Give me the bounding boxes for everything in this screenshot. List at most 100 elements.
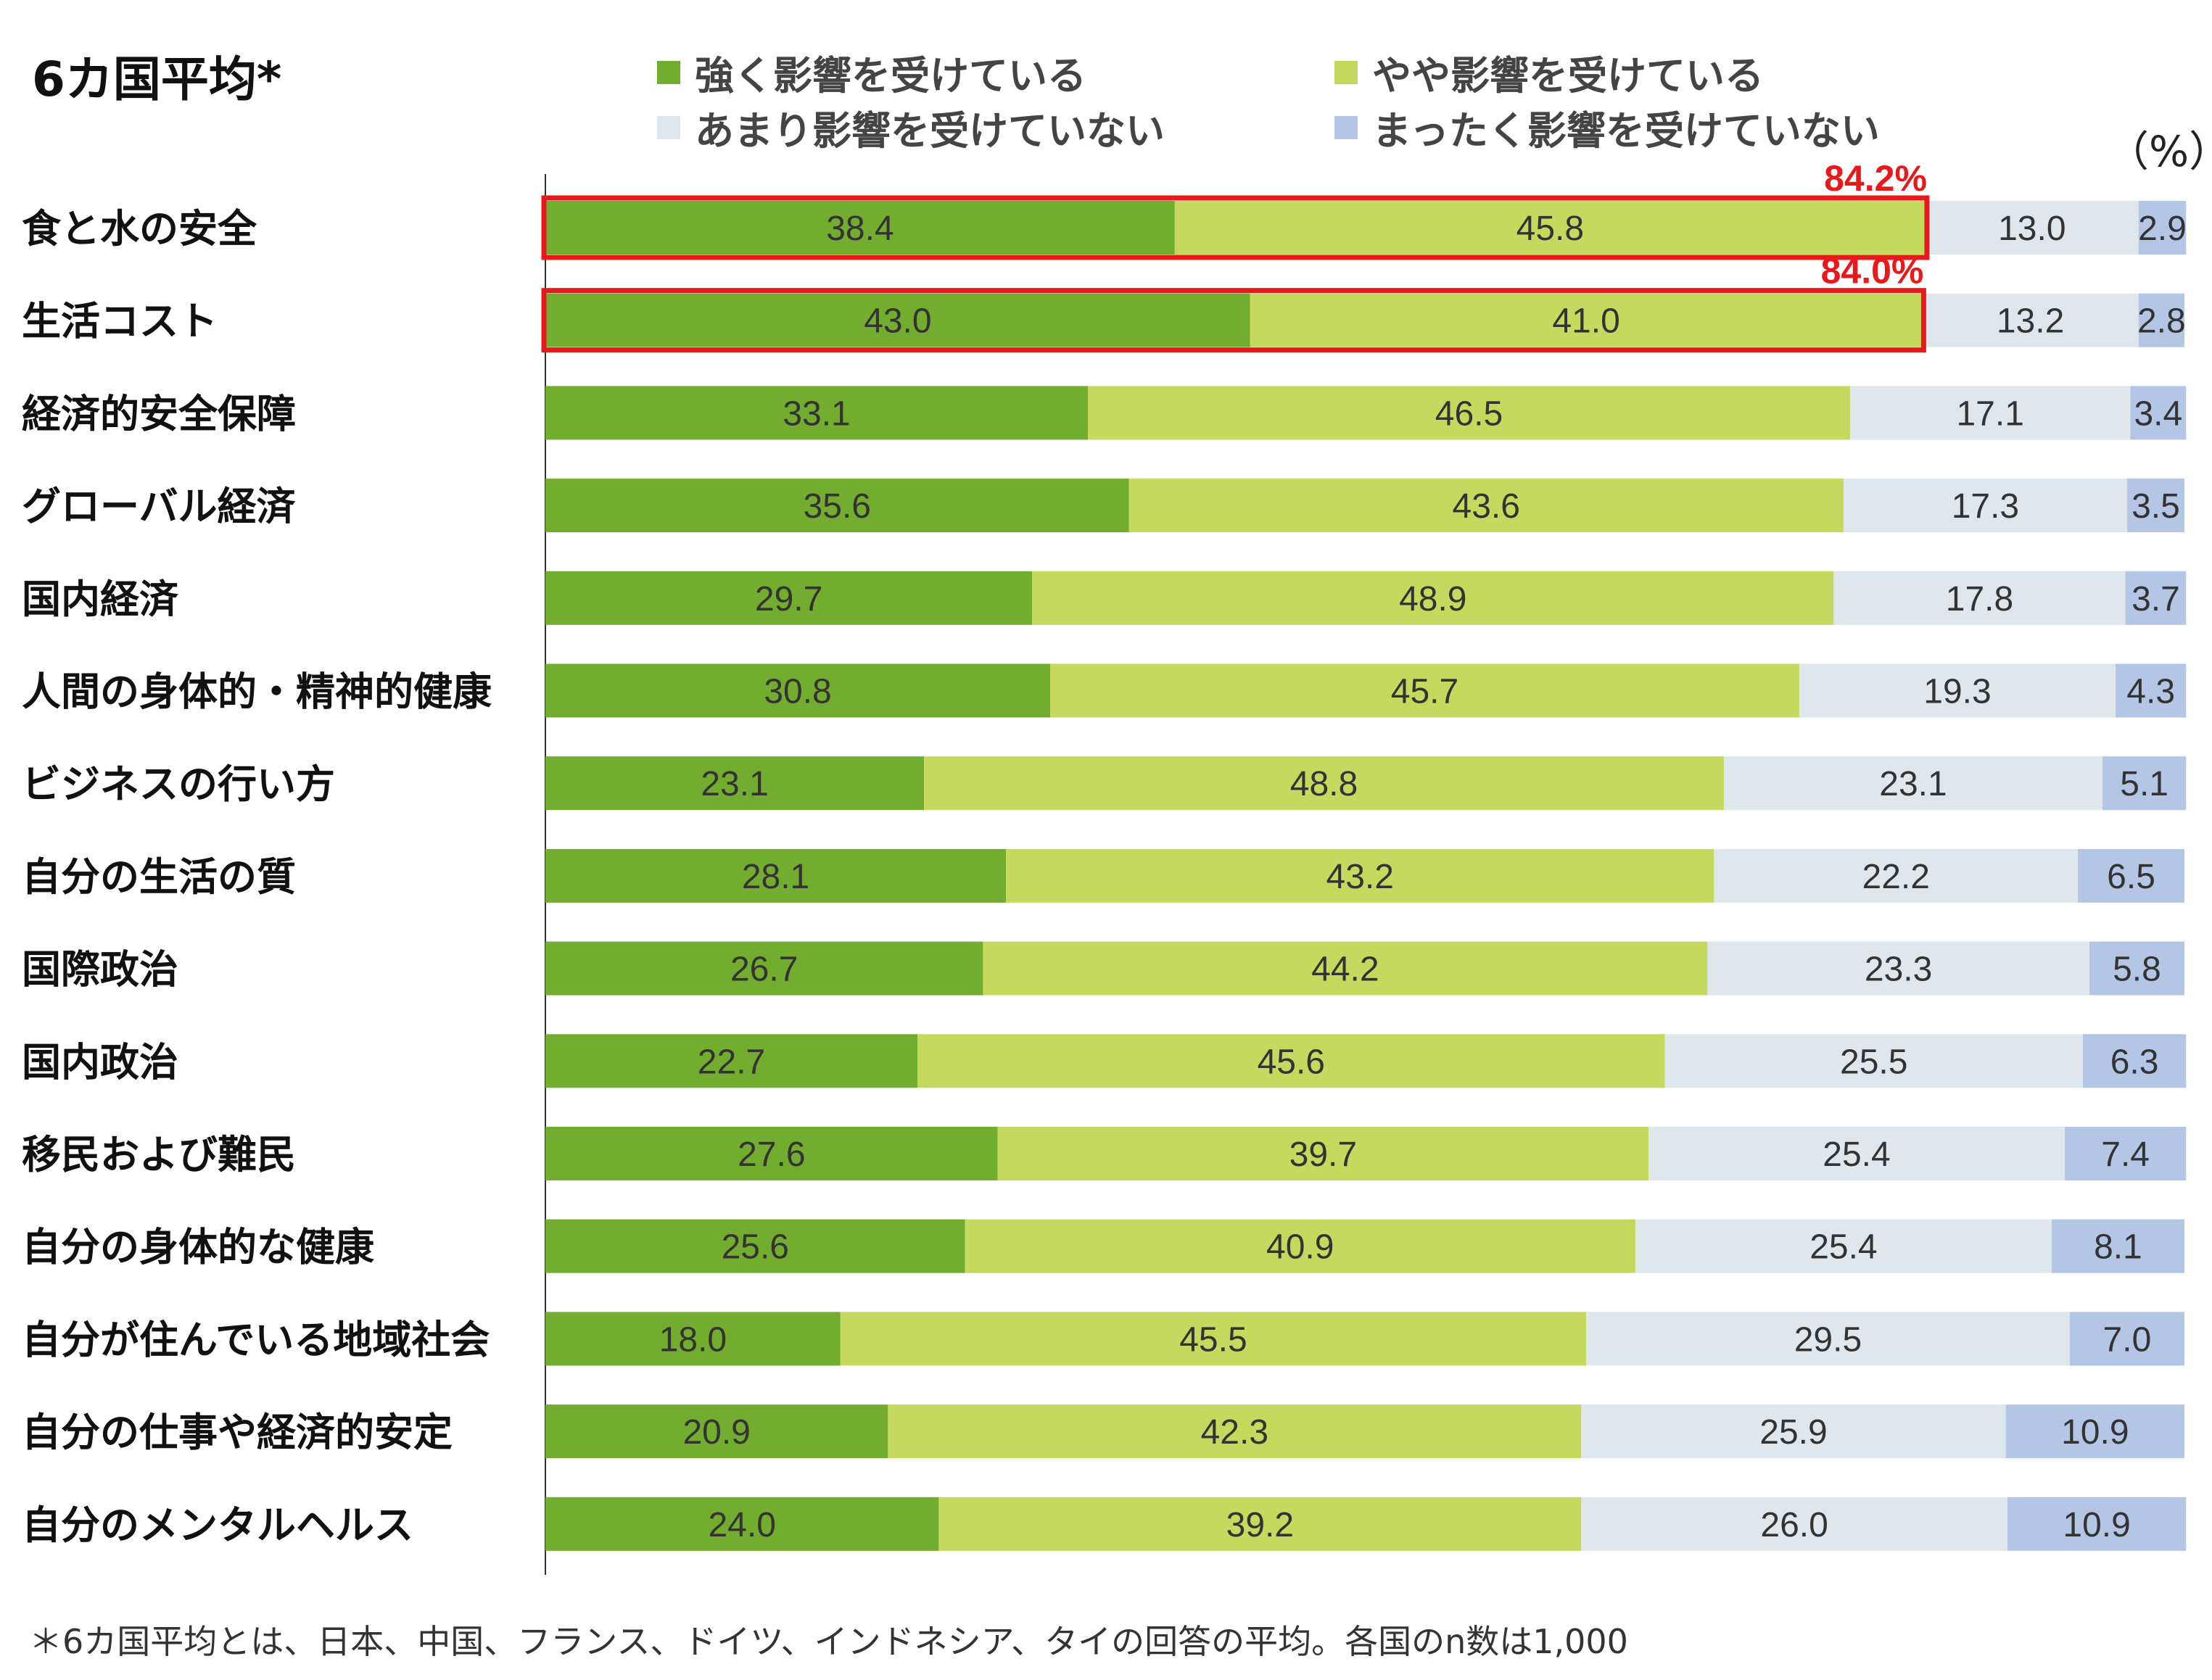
data-label: 46.5 — [1435, 394, 1503, 433]
category-label: ビジネスの行い方 — [22, 761, 335, 807]
highlight-label: 84.2% — [1824, 158, 1927, 199]
bar-segment — [545, 201, 1175, 255]
data-label: 5.8 — [2113, 951, 2161, 989]
data-label: 4.3 — [2126, 673, 2175, 711]
bar-segment — [545, 663, 1051, 718]
data-label: 3.7 — [2131, 580, 2180, 618]
bar-segment — [1714, 848, 2079, 903]
data-label: 26.7 — [730, 951, 798, 989]
data-label: 26.0 — [1760, 1506, 1828, 1544]
bar-segment — [2116, 663, 2187, 718]
bar-segment — [1581, 1404, 2006, 1459]
data-label: 30.8 — [764, 673, 831, 711]
bar-segment — [1833, 571, 2126, 625]
bar-segment — [545, 1034, 918, 1088]
bar-segment — [2005, 1404, 2184, 1459]
data-label: 29.5 — [1794, 1320, 1862, 1359]
legend-swatch-strong — [657, 60, 680, 84]
bar-segment — [545, 1127, 998, 1180]
bar-segment — [1088, 386, 1850, 440]
category-label: 国内政治 — [22, 1039, 178, 1085]
data-label: 48.8 — [1290, 765, 1358, 803]
bar-segment — [2130, 386, 2187, 440]
data-label: 23.1 — [701, 765, 768, 803]
data-label: 44.2 — [1311, 951, 1379, 989]
data-label: 28.1 — [742, 858, 809, 896]
data-label: 40.9 — [1266, 1228, 1334, 1267]
data-label: 17.3 — [1952, 487, 2019, 526]
footnote: ＊6カ国平均とは、日本、中国、フランス、ドイツ、インドネシア、タイの回答の平均。… — [29, 1622, 1628, 1661]
data-label: 20.9 — [682, 1413, 750, 1452]
highlight-box — [541, 195, 1930, 260]
data-label: 33.1 — [783, 394, 850, 433]
category-label: 国内経済 — [22, 576, 179, 622]
unit-label: （%） — [2107, 127, 2212, 176]
bar-segment — [997, 1127, 1648, 1180]
data-label: 3.5 — [2131, 487, 2180, 526]
data-label: 25.4 — [1823, 1135, 1890, 1174]
bar-segment — [545, 1497, 939, 1551]
data-label: 48.9 — [1399, 580, 1466, 618]
data-label: 39.2 — [1226, 1506, 1294, 1544]
data-label: 39.7 — [1289, 1135, 1357, 1174]
data-label: 25.6 — [722, 1228, 789, 1267]
bar-segment — [938, 1497, 1582, 1551]
data-label: 23.3 — [1865, 951, 1932, 989]
data-label: 17.1 — [1956, 394, 2023, 433]
category-label: 自分が住んでいる地域社会 — [22, 1317, 490, 1362]
category-label: 経済的安全保障 — [22, 391, 296, 436]
bar-segment — [917, 1034, 1665, 1088]
bar-segment — [1581, 1497, 2007, 1551]
data-label: 3.4 — [2134, 394, 2182, 433]
bar-segment — [2102, 756, 2187, 811]
bar-segment — [545, 1219, 965, 1273]
bar-segment — [1586, 1312, 2070, 1366]
data-label: 18.0 — [659, 1320, 727, 1359]
legend-item-little: あまり影響を受けていない — [657, 99, 1165, 156]
bar-segment — [1635, 1219, 2052, 1273]
data-label: 6.5 — [2107, 858, 2155, 896]
bar-segment — [2065, 1127, 2187, 1180]
data-label: 22.7 — [698, 1043, 765, 1081]
chart-title: 6カ国平均* — [32, 51, 282, 107]
bar-segment — [1006, 848, 1714, 903]
bar-segment — [2089, 941, 2184, 996]
bar-segment — [1799, 663, 2116, 718]
bar-segment — [888, 1404, 1582, 1459]
data-label: 25.5 — [1840, 1043, 1907, 1081]
bar-segment — [1250, 293, 1923, 347]
data-label: 45.6 — [1258, 1043, 1325, 1081]
bar-segment — [1174, 201, 1926, 255]
bar-segment — [2138, 293, 2184, 347]
bar-segment — [1707, 941, 2089, 996]
data-label: 2.9 — [2138, 210, 2187, 248]
bar-segment — [2078, 848, 2184, 903]
legend-label-somewhat: やや影響を受けている — [1372, 53, 1764, 99]
legend-item-none: まったく影響を受けていない — [1334, 99, 1880, 156]
data-label: 22.2 — [1862, 858, 1930, 896]
legend-item-strong: 強く影響を受けている — [657, 44, 1086, 101]
data-label: 38.4 — [826, 210, 894, 248]
highlight-label: 84.0% — [1821, 251, 1924, 291]
bar-segment — [1925, 201, 2139, 255]
data-label: 27.6 — [738, 1135, 805, 1174]
bar-segment — [924, 756, 1724, 811]
bar-segment — [1849, 386, 2131, 440]
bar-segment — [1922, 293, 2139, 347]
bar-segment — [545, 479, 1129, 533]
category-label: 自分の仕事や経済的安定 — [22, 1410, 453, 1455]
data-label: 24.0 — [708, 1506, 775, 1544]
bar-segment — [545, 756, 925, 811]
data-label: 8.1 — [2094, 1228, 2142, 1267]
category-label: 自分の身体的な健康 — [22, 1225, 374, 1270]
data-label: 41.0 — [1552, 302, 1619, 341]
data-label: 25.4 — [1809, 1228, 1877, 1267]
bar-segment — [2051, 1219, 2184, 1273]
data-label: 43.0 — [864, 302, 931, 341]
bar-segment — [1032, 571, 1834, 625]
data-label: 25.9 — [1759, 1413, 1827, 1452]
bar-segment — [1843, 479, 2127, 533]
category-label: グローバル経済 — [22, 484, 296, 529]
data-label: 45.5 — [1179, 1320, 1247, 1359]
data-label: 43.2 — [1326, 858, 1394, 896]
